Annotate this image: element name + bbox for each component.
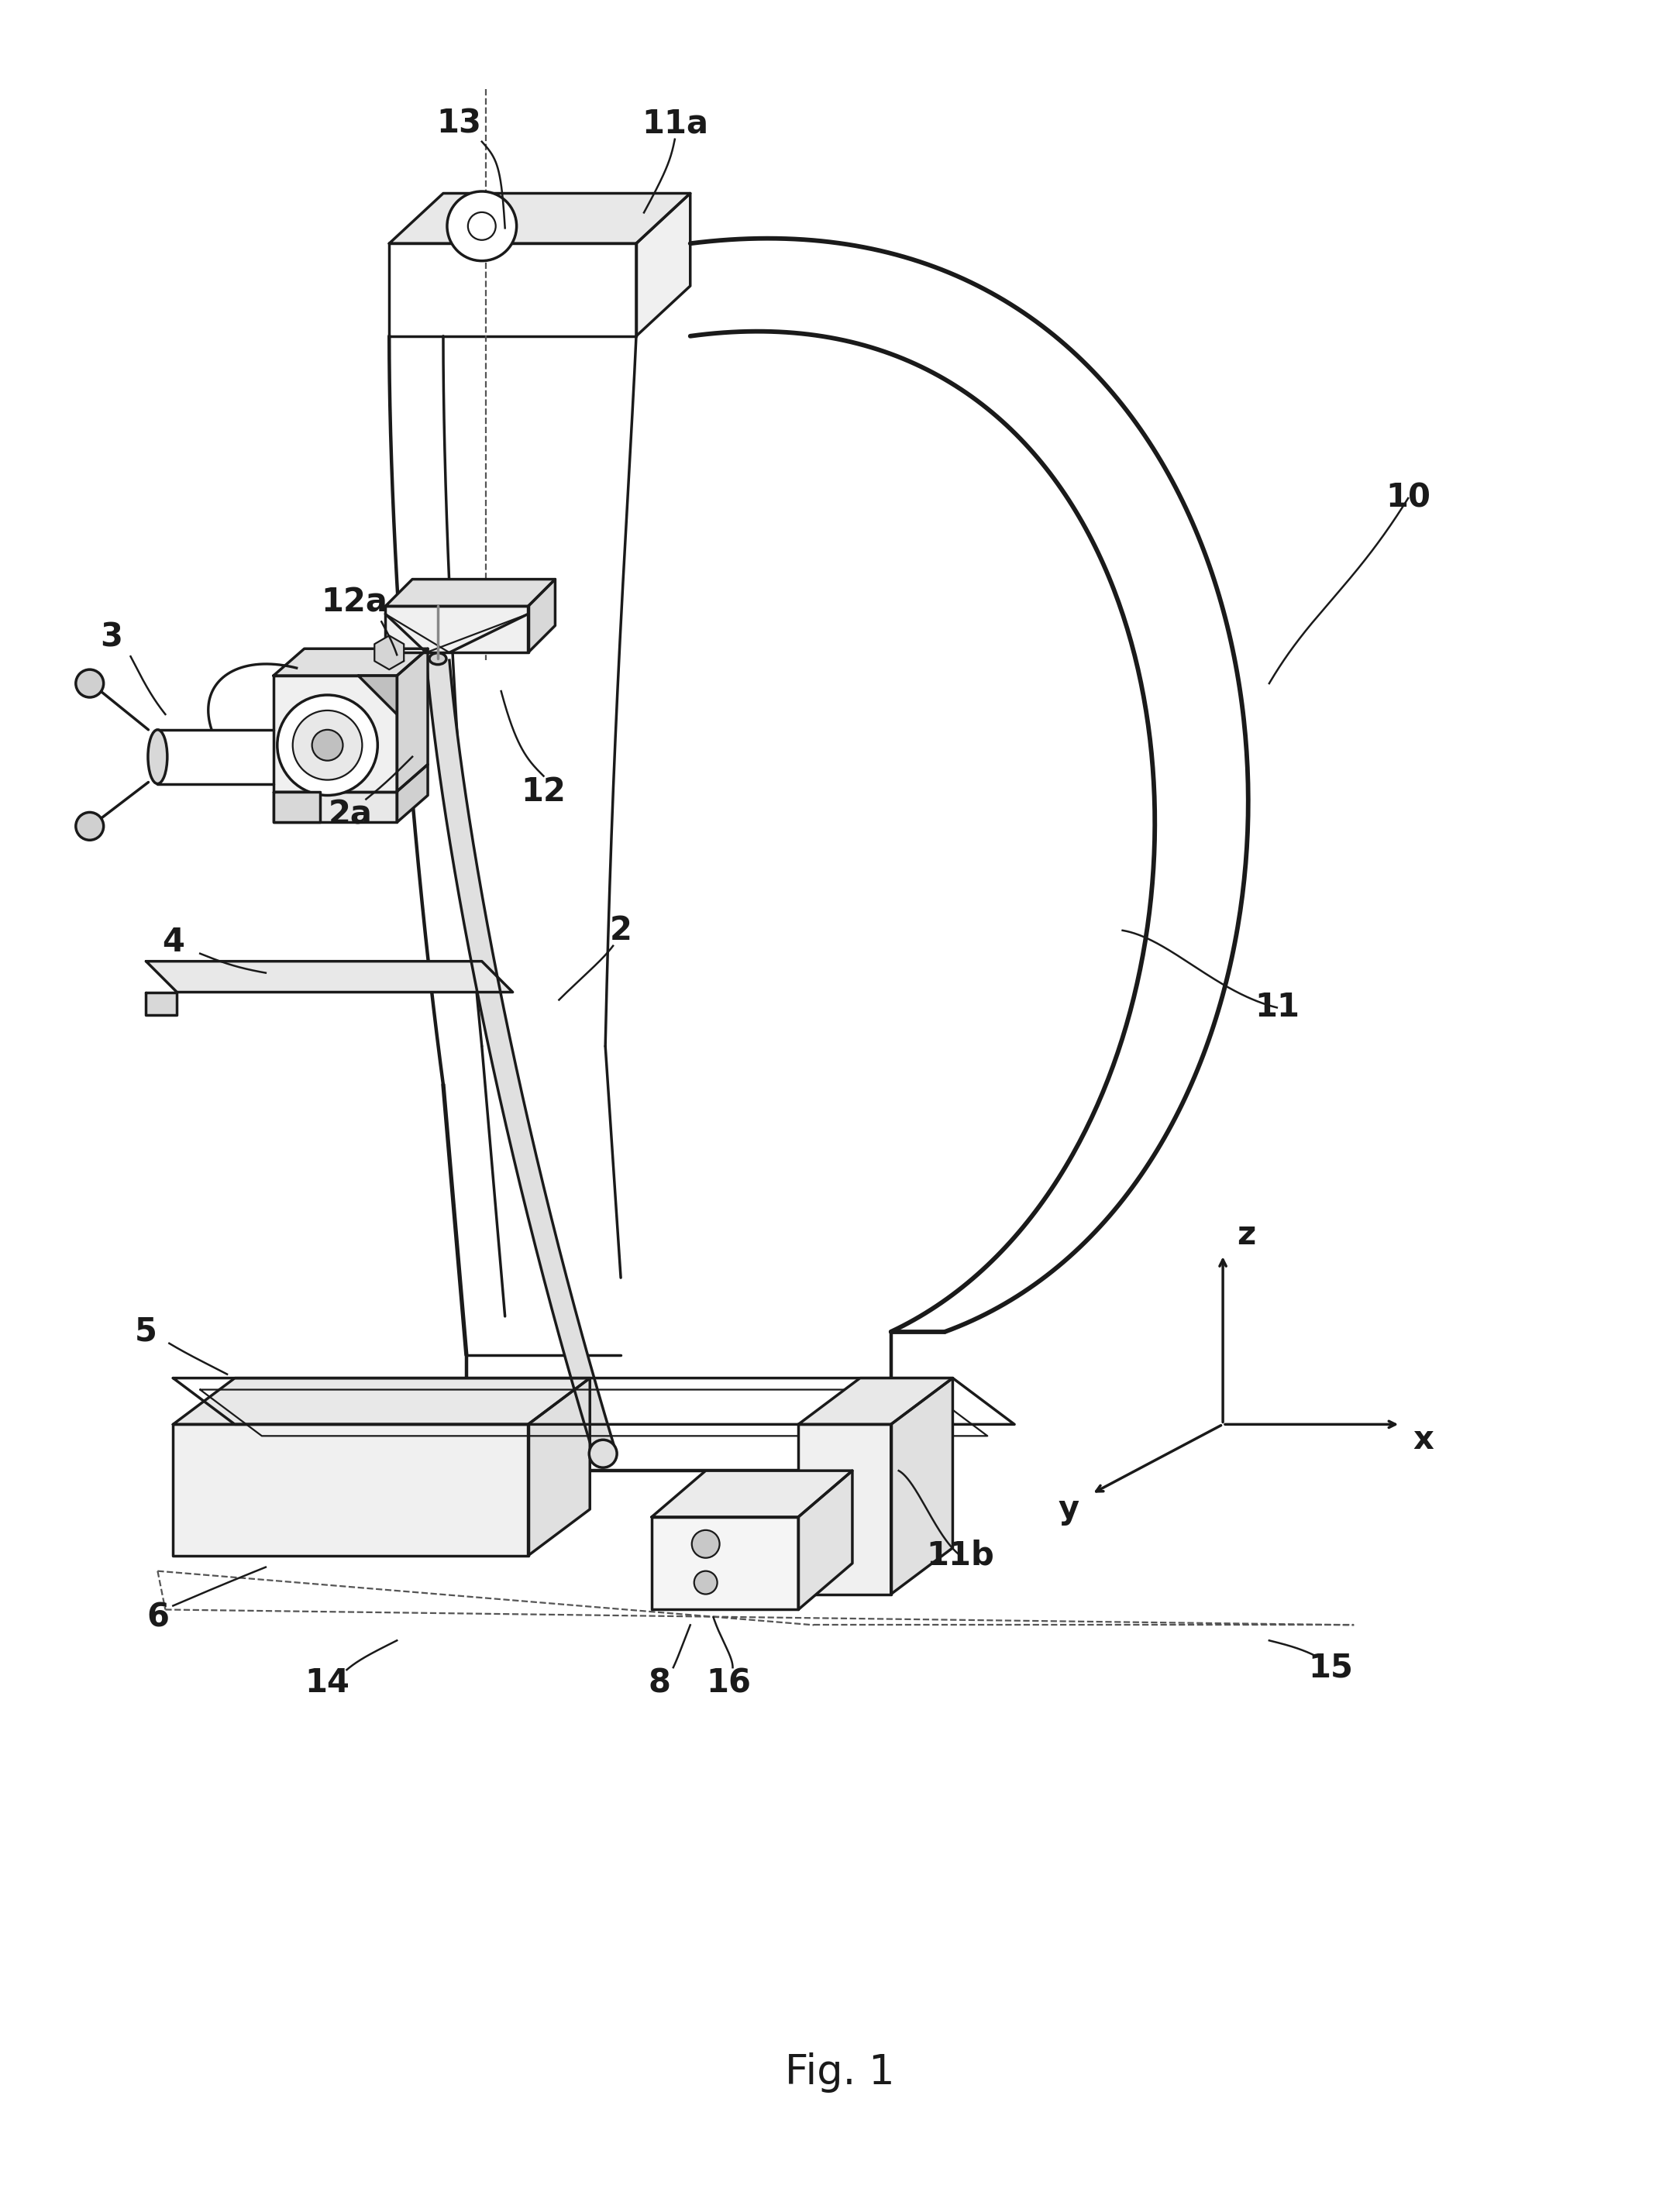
Polygon shape [173,1425,528,1556]
Circle shape [76,669,104,698]
Circle shape [447,191,516,261]
Ellipse shape [148,729,168,784]
Text: 8: 8 [648,1666,670,1699]
Text: 12: 12 [521,775,566,808]
Polygon shape [390,244,637,336]
Polygon shape [358,676,396,713]
Polygon shape [798,1471,852,1609]
Text: 14: 14 [306,1666,349,1699]
Text: 16: 16 [706,1666,751,1699]
Polygon shape [146,961,512,992]
Polygon shape [396,764,428,823]
Polygon shape [375,637,403,669]
Polygon shape [798,1378,953,1425]
Text: z: z [1236,1218,1255,1251]
Polygon shape [274,650,428,676]
Text: 10: 10 [1386,483,1431,514]
Ellipse shape [430,652,447,665]
Circle shape [76,812,104,841]
Polygon shape [637,193,690,336]
Polygon shape [385,606,528,652]
Text: 3: 3 [101,621,123,654]
Polygon shape [528,579,554,652]
Polygon shape [274,792,396,823]
Polygon shape [890,1378,953,1594]
Circle shape [469,213,496,239]
Polygon shape [652,1471,852,1517]
Circle shape [692,1530,719,1558]
Text: 4: 4 [161,926,185,959]
Polygon shape [798,1425,890,1594]
Polygon shape [652,1517,798,1609]
Polygon shape [173,1378,590,1425]
Text: 12a: 12a [321,586,388,619]
Text: 6: 6 [146,1600,170,1633]
Polygon shape [274,676,396,792]
Text: 2: 2 [610,913,632,946]
Circle shape [292,711,363,779]
Circle shape [277,696,378,795]
Text: 11: 11 [1255,992,1299,1023]
Text: Fig. 1: Fig. 1 [785,2052,895,2092]
Circle shape [312,729,343,762]
Text: 11b: 11b [926,1539,995,1572]
Text: 5: 5 [134,1315,158,1348]
Polygon shape [396,650,428,792]
Text: 2a: 2a [329,799,373,832]
Polygon shape [274,792,319,823]
Text: 11a: 11a [642,108,709,140]
Circle shape [694,1572,717,1594]
Polygon shape [390,193,690,244]
Text: y: y [1058,1493,1079,1526]
Text: 13: 13 [437,108,480,140]
Polygon shape [385,579,554,606]
Circle shape [590,1440,617,1468]
Text: x: x [1413,1425,1435,1455]
Polygon shape [528,1378,590,1556]
Polygon shape [146,992,176,1016]
Text: 15: 15 [1309,1651,1354,1684]
Polygon shape [427,661,615,1447]
